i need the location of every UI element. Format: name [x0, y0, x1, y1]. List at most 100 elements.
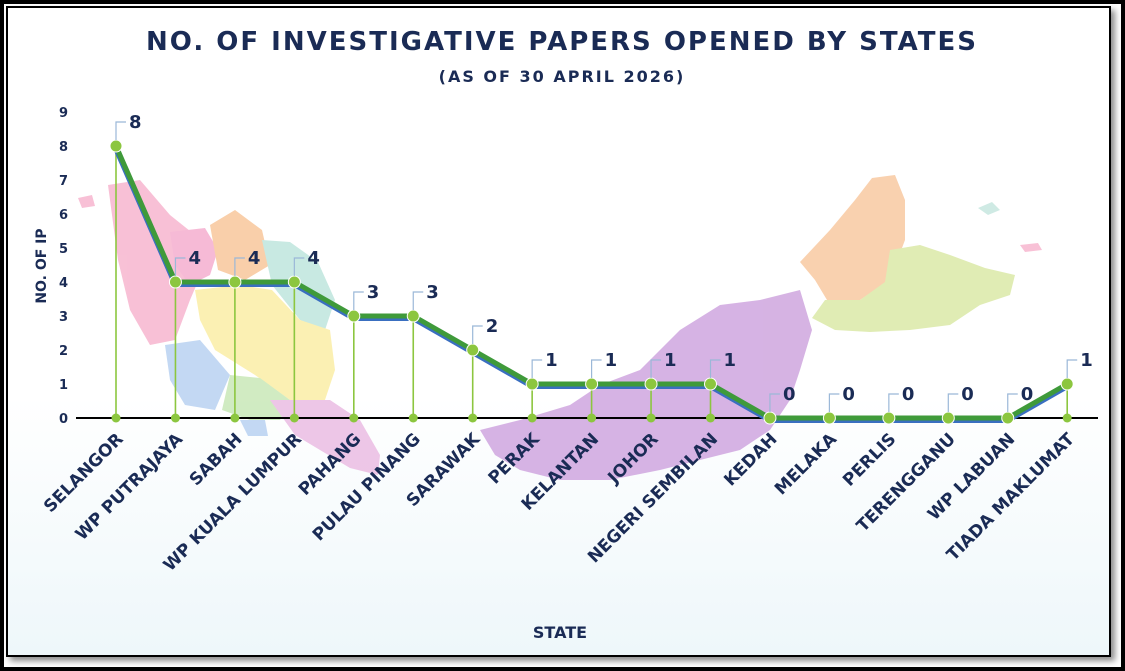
data-labels: 8 4 4 4 3 3 2 1 1 1 1 0 0 0 0 0 1: [115, 112, 1093, 412]
data-label-leader-3: [293, 257, 305, 276]
x-tick-label-melaka: MELAKA: [771, 429, 841, 499]
y-tick-label-6: 6: [59, 208, 68, 223]
data-label-7: 1: [545, 350, 558, 371]
data-label-leader-7: [531, 359, 543, 378]
map-region-negeri-sembilan: [222, 375, 290, 420]
y-axis-label: NO. OF IP: [34, 228, 50, 303]
data-label-leader-10: [709, 359, 721, 378]
data-label-leader-4: [353, 291, 364, 310]
data-label-12: 0: [842, 384, 855, 405]
map-region-islet: [1020, 243, 1042, 252]
data-label-10: 1: [724, 350, 737, 371]
data-point-pulau-pinang: [406, 309, 420, 323]
data-label-16: 1: [1080, 350, 1093, 371]
map-region-sabah-west: [800, 175, 905, 305]
data-label-leader-13: [888, 393, 899, 412]
data-label-8: 1: [605, 350, 618, 371]
y-tick-label-8: 8: [59, 140, 68, 155]
map-region-perak-state: [165, 340, 230, 410]
base-marker-2: [230, 413, 240, 423]
drop-lines: [111, 146, 1072, 423]
base-marker-9: [646, 413, 656, 423]
data-point-tiada-maklumat: [1060, 377, 1074, 391]
data-point-selangor: [109, 139, 123, 153]
y-tick-label-7: 7: [59, 174, 68, 189]
chart-title: NO. OF INVESTIGATIVE PAPERS OPENED BY ST…: [146, 27, 978, 57]
data-label-leader-9: [650, 359, 662, 378]
data-markers: [109, 139, 1074, 425]
data-label-leader-6: [472, 325, 483, 344]
data-label-leader-12: [828, 393, 840, 412]
map-region-melaka: [240, 420, 268, 436]
y-tick-label-0: 0: [59, 412, 68, 427]
data-label-9: 1: [664, 350, 677, 371]
chart-panel: [6, 6, 1111, 657]
data-point-sabah: [228, 275, 242, 289]
data-label-leader-1: [174, 257, 186, 276]
data-label-6: 2: [486, 316, 499, 337]
data-label-2: 4: [248, 248, 261, 269]
base-marker-8: [587, 413, 597, 423]
data-label-leader-16: [1066, 359, 1078, 378]
data-label-leader-0: [115, 121, 126, 140]
data-point-negeri-sembilan: [704, 377, 717, 391]
data-label-13: 0: [902, 384, 915, 405]
data-point-perlis: [882, 411, 896, 425]
map-region-pahang: [195, 285, 335, 400]
data-point-wp-kuala-lumpur: [287, 275, 301, 289]
data-label-1: 4: [188, 248, 201, 269]
data-point-pahang: [347, 309, 361, 323]
data-point-terengganu: [941, 411, 955, 425]
base-marker-3: [289, 413, 299, 423]
y-tick-label-3: 3: [59, 310, 68, 325]
malaysia-map-background: [78, 175, 1042, 480]
data-label-leader-2: [234, 257, 245, 276]
data-label-3: 4: [307, 248, 320, 269]
chart-subtitle: (AS OF 30 APRIL 2026): [439, 67, 686, 86]
data-label-11: 0: [783, 384, 796, 405]
x-tick-label-sabah: SABAH: [186, 429, 247, 490]
map-region-labuan: [978, 202, 1000, 215]
data-point-wp-labuan: [1001, 411, 1015, 425]
data-point-sarawak: [466, 343, 480, 357]
x-tick-label-wp-putrajaya: WP PUTRAJAYA: [72, 429, 188, 545]
base-marker-6: [468, 413, 478, 423]
data-point-melaka: [822, 411, 836, 425]
data-label-leader-15: [1007, 393, 1018, 412]
map-region-kedah: [170, 228, 218, 285]
base-marker-16: [1062, 413, 1072, 423]
data-label-15: 0: [1021, 384, 1034, 405]
base-marker-10: [706, 413, 715, 423]
data-point-perak: [525, 377, 539, 391]
base-marker-7: [527, 413, 537, 423]
base-marker-1: [170, 413, 180, 423]
data-point-kelantan: [585, 377, 599, 391]
map-region-sabah-east: [812, 245, 1015, 332]
map-region-kelantan: [210, 210, 270, 280]
y-tick-labels: 0 1 2 3 4 5 6 7 8 9: [59, 106, 68, 427]
data-label-leader-5: [412, 291, 424, 310]
y-tick-label-9: 9: [59, 106, 68, 121]
y-tick-label-4: 4: [59, 276, 68, 291]
data-label-5: 3: [426, 282, 439, 303]
x-axis-label: STATE: [533, 623, 587, 642]
base-marker-4: [349, 413, 359, 423]
base-marker-0: [111, 413, 121, 423]
data-label-14: 0: [961, 384, 974, 405]
y-tick-label-5: 5: [59, 242, 68, 257]
map-region-perlis: [78, 195, 95, 208]
data-label-0: 8: [129, 112, 142, 133]
data-point-wp-putrajaya: [168, 275, 182, 289]
base-marker-5: [408, 413, 418, 423]
data-label-leader-8: [591, 359, 602, 378]
x-tick-label-perlis: PERLIS: [839, 429, 900, 490]
map-region-selangor: [108, 180, 205, 345]
data-label-leader-14: [947, 393, 959, 412]
data-point-johor: [644, 377, 658, 391]
y-tick-label-2: 2: [59, 344, 68, 359]
data-point-kedah: [763, 411, 777, 425]
data-label-4: 3: [367, 282, 380, 303]
y-tick-label-1: 1: [59, 378, 68, 393]
